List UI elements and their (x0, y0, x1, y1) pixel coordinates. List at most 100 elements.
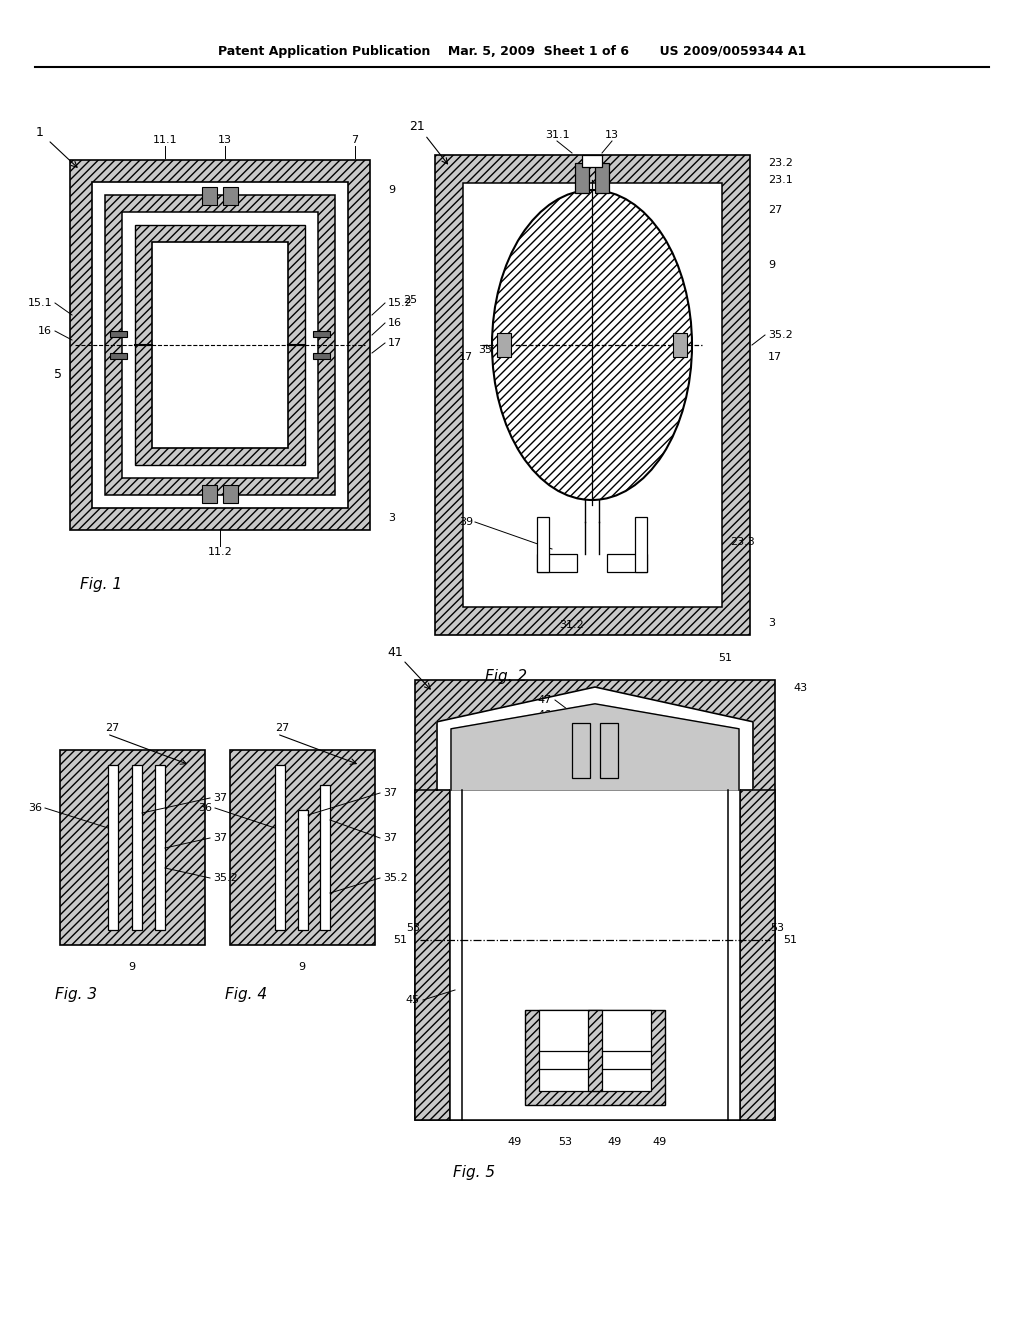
Text: Fig. 1: Fig. 1 (80, 578, 122, 593)
Bar (202, 187, 217, 205)
Text: 53: 53 (558, 1137, 572, 1147)
Text: 23.1: 23.1 (768, 176, 793, 185)
Text: 46: 46 (538, 710, 552, 719)
Text: 51: 51 (718, 653, 732, 663)
Bar (415, 789, 450, 1119)
Bar (525, 1010, 665, 1105)
Text: 53: 53 (770, 923, 784, 933)
Text: 49: 49 (608, 1137, 623, 1147)
Bar (313, 352, 330, 359)
Bar (122, 213, 318, 478)
Text: 43: 43 (793, 682, 807, 693)
Bar (70, 160, 370, 531)
Text: 7: 7 (351, 135, 358, 145)
Text: 23.2: 23.2 (768, 158, 793, 168)
Text: 15.2: 15.2 (388, 298, 413, 308)
Text: 37: 37 (213, 833, 227, 843)
Bar (223, 187, 238, 205)
Text: 3: 3 (768, 618, 775, 628)
Polygon shape (437, 686, 753, 789)
Bar (435, 154, 750, 635)
Bar (635, 517, 647, 572)
Text: Fig. 4: Fig. 4 (225, 987, 267, 1002)
Text: 17: 17 (459, 352, 473, 362)
Text: 17: 17 (768, 352, 782, 362)
Bar (595, 162, 609, 193)
Text: 16: 16 (38, 326, 52, 337)
Bar (463, 183, 722, 607)
Text: 21: 21 (410, 120, 425, 133)
Text: 9: 9 (298, 962, 305, 972)
Bar (92, 182, 348, 508)
Text: 5: 5 (54, 368, 62, 381)
Text: 47: 47 (538, 696, 552, 705)
Bar (319, 785, 330, 931)
Text: 49: 49 (653, 1137, 667, 1147)
Text: 9: 9 (388, 185, 395, 195)
Text: Patent Application Publication    Mar. 5, 2009  Sheet 1 of 6       US 2009/00593: Patent Application Publication Mar. 5, 2… (218, 45, 806, 58)
Bar (313, 331, 330, 337)
Bar (298, 810, 308, 931)
Text: 49: 49 (508, 1137, 522, 1147)
Text: 13: 13 (605, 129, 618, 140)
Text: 13: 13 (218, 135, 232, 145)
Text: 41: 41 (387, 645, 402, 659)
Text: 27: 27 (768, 205, 782, 215)
Bar (110, 352, 127, 359)
Bar (223, 484, 238, 503)
Text: 11.1: 11.1 (153, 135, 177, 145)
Bar (497, 333, 511, 356)
Bar (202, 484, 217, 503)
Text: 51: 51 (783, 935, 797, 945)
Text: 37: 37 (213, 793, 227, 803)
Bar (572, 723, 590, 777)
Text: Fig. 2: Fig. 2 (485, 669, 527, 685)
Bar (582, 154, 602, 168)
Bar (230, 750, 375, 945)
Bar (607, 554, 647, 572)
Text: 35.2: 35.2 (213, 873, 238, 883)
Text: 35.2: 35.2 (768, 330, 793, 341)
Bar (575, 162, 589, 193)
Text: 31.2: 31.2 (560, 620, 585, 630)
Text: 9: 9 (768, 260, 775, 271)
Bar (450, 789, 740, 1119)
Bar (537, 554, 577, 572)
Bar (537, 517, 549, 572)
Bar (105, 195, 335, 495)
Text: 45: 45 (406, 995, 420, 1005)
Bar (539, 1010, 651, 1092)
Text: 27: 27 (104, 723, 119, 733)
Text: 39: 39 (459, 517, 473, 527)
Text: 25: 25 (402, 294, 417, 305)
Text: 35.1: 35.1 (478, 345, 503, 355)
Text: Fig. 5: Fig. 5 (453, 1164, 496, 1180)
Bar (673, 333, 687, 356)
Text: 23.3: 23.3 (730, 537, 755, 546)
Bar (108, 766, 118, 931)
Text: 9: 9 (128, 962, 135, 972)
Text: 3: 3 (388, 513, 395, 523)
Bar (600, 723, 618, 777)
Text: 11.2: 11.2 (208, 546, 232, 557)
Bar (588, 1010, 602, 1092)
Text: 36: 36 (28, 803, 42, 813)
Ellipse shape (492, 190, 692, 500)
Text: 37: 37 (383, 833, 397, 843)
Text: 35.1: 35.1 (275, 355, 300, 366)
Text: 51: 51 (393, 935, 407, 945)
Text: 1: 1 (36, 125, 44, 139)
Text: 37: 37 (383, 788, 397, 799)
Text: 35.2: 35.2 (383, 873, 408, 883)
Text: Fig. 3: Fig. 3 (55, 987, 97, 1002)
Bar (60, 750, 205, 945)
Polygon shape (451, 704, 739, 789)
Text: 27: 27 (274, 723, 289, 733)
Bar (275, 766, 285, 931)
Bar (135, 224, 305, 465)
Bar (152, 242, 288, 447)
Bar (740, 789, 775, 1119)
Text: 31.1: 31.1 (545, 129, 569, 140)
Bar (415, 680, 775, 1119)
Text: 53: 53 (406, 923, 420, 933)
